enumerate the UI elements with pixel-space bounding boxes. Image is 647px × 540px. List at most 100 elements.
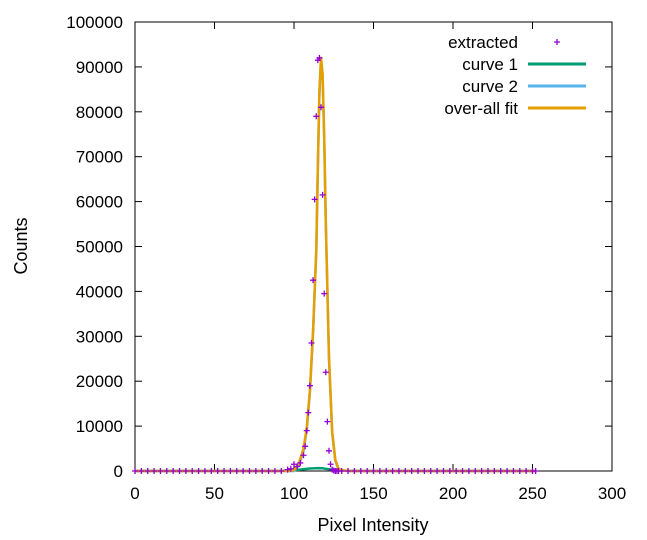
data-point: [176, 468, 183, 474]
x-tick-label: 250: [518, 484, 546, 503]
data-point: [510, 468, 517, 474]
data-point: [132, 468, 138, 474]
data-point: [287, 465, 294, 472]
y-tick-label: 40000: [76, 282, 123, 301]
data-point: [434, 468, 441, 474]
series-layer: [132, 54, 539, 474]
legend: extracted curve 1 curve 2 over-all fit: [444, 33, 586, 118]
data-point: [504, 468, 511, 474]
data-point: [195, 468, 202, 474]
legend-label: curve 2: [462, 77, 518, 96]
data-point: [291, 461, 297, 468]
y-tick-label: 20000: [76, 372, 123, 391]
data-point: [402, 468, 409, 474]
data-point: [221, 468, 228, 474]
data-point: [440, 468, 447, 474]
y-tick-label: 50000: [76, 238, 123, 257]
x-tick-label: 300: [598, 484, 626, 503]
data-point: [478, 468, 485, 474]
data-point: [532, 468, 539, 474]
data-point: [201, 468, 208, 474]
data-point: [310, 277, 317, 284]
series-points-extracted: [132, 54, 539, 474]
data-point: [415, 468, 422, 474]
plot-area: [134, 21, 613, 472]
data-point: [240, 468, 247, 474]
y-tick-label: 70000: [76, 148, 123, 167]
data-point: [322, 369, 329, 376]
data-point: [302, 443, 309, 450]
y-tick-label: 30000: [76, 327, 123, 346]
data-point: [351, 468, 358, 474]
data-point: [325, 447, 332, 454]
data-point: [208, 468, 215, 474]
x-tick-label: 200: [439, 484, 467, 503]
data-point: [151, 468, 158, 474]
x-tick-label: 50: [205, 484, 224, 503]
y-tick-label: 100000: [66, 13, 123, 32]
data-point: [252, 468, 259, 474]
data-point: [227, 468, 234, 474]
data-point: [465, 468, 472, 474]
data-point: [300, 452, 307, 459]
data-point: [453, 468, 460, 474]
y-tick-label: 90000: [76, 58, 123, 77]
data-point: [316, 54, 323, 61]
data-point: [294, 463, 301, 470]
series-line-over-all-fit: [135, 56, 536, 473]
data-point: [233, 468, 240, 474]
legend-label: extracted: [448, 33, 518, 52]
data-point: [364, 468, 371, 474]
data-point: [308, 340, 315, 347]
series-line-curve-2: [135, 58, 536, 473]
data-point: [327, 461, 334, 468]
data-point: [491, 468, 498, 474]
legend-label: curve 1: [462, 55, 518, 74]
data-point: [189, 468, 196, 474]
data-point: [459, 468, 466, 474]
y-tick-label: 10000: [76, 417, 123, 436]
data-point: [338, 468, 345, 474]
data-point: [138, 468, 145, 474]
data-point: [259, 468, 266, 474]
data-point: [370, 468, 377, 474]
data-point: [303, 427, 310, 434]
data-point: [324, 418, 331, 425]
data-point: [516, 468, 523, 474]
data-point: [357, 468, 364, 474]
x-tick-label: 100: [280, 484, 308, 503]
data-point: [306, 382, 313, 389]
data-point: [408, 468, 415, 474]
data-point: [446, 468, 453, 474]
data-point: [319, 191, 326, 198]
data-point: [389, 468, 396, 474]
legend-label: over-all fit: [444, 99, 518, 118]
x-axis-title: Pixel Intensity: [317, 515, 428, 535]
data-point: [163, 468, 170, 474]
data-point: [345, 468, 352, 474]
data-point: [265, 468, 272, 474]
x-tick-label: 150: [359, 484, 387, 503]
data-point: [157, 468, 164, 474]
data-point: [246, 468, 253, 474]
data-point: [305, 409, 312, 416]
y-tick-label: 60000: [76, 193, 123, 212]
data-point: [214, 468, 221, 474]
data-point: [472, 468, 479, 474]
data-point: [427, 468, 434, 474]
plot-frame: [134, 21, 613, 472]
data-point: [421, 468, 428, 474]
data-point: [311, 196, 318, 203]
data-point: [318, 104, 325, 111]
data-point: [297, 459, 304, 466]
data-point: [144, 468, 151, 474]
data-point: [395, 468, 402, 474]
data-point: [271, 468, 278, 474]
data-point: [170, 468, 177, 474]
data-point: [497, 468, 504, 474]
y-tick-label: 0: [114, 462, 123, 481]
data-point: [383, 468, 390, 474]
data-point: [484, 468, 491, 474]
data-point: [313, 113, 320, 120]
